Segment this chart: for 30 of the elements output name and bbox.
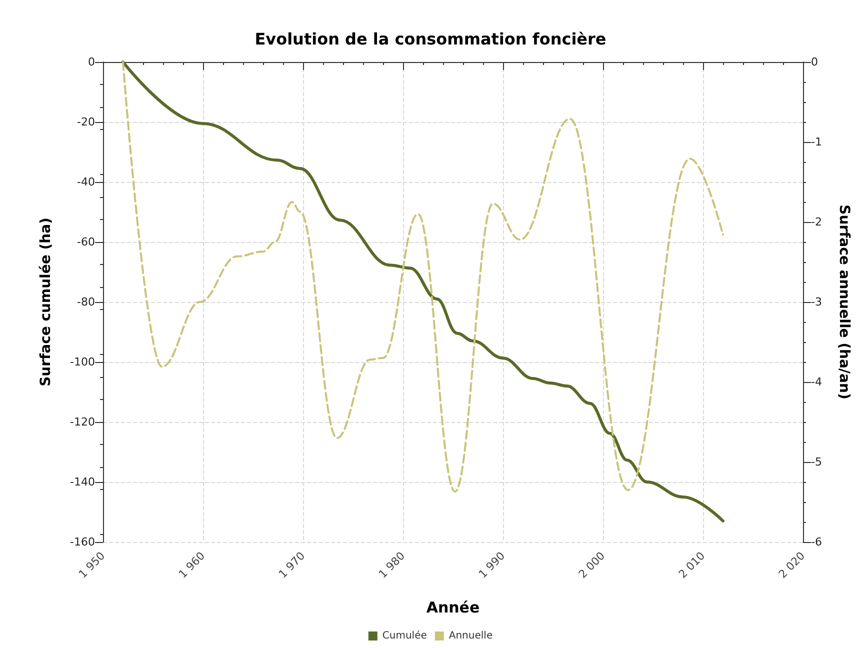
y2-tick-label: 0 xyxy=(811,56,818,68)
y-tick-label: -140 xyxy=(70,476,95,488)
x-tick-label: 2 000 xyxy=(576,549,608,581)
chart-title: Evolution de la consommation foncière xyxy=(254,30,606,48)
x-tick-label: 1 950 xyxy=(76,549,108,581)
y-tick-label: -100 xyxy=(70,356,95,368)
y-axis-title: Surface cumulée (ha) xyxy=(38,218,54,386)
x-axis-title: Année xyxy=(426,598,480,616)
y2-tick-label: -1 xyxy=(811,136,822,148)
x-tick-label: 2 010 xyxy=(676,549,708,581)
y2-tick-label: -3 xyxy=(811,296,822,308)
y2-tick-label: -2 xyxy=(811,216,822,228)
x-tick-label: 2 020 xyxy=(776,549,808,581)
y2-tick-label: -4 xyxy=(811,376,822,388)
y2-axis-title: Surface annuelle (ha/an) xyxy=(836,204,852,400)
x-tick-label: 1 990 xyxy=(476,549,508,581)
x-tick-label: 1 980 xyxy=(376,549,408,581)
legend-label: Cumulée xyxy=(382,630,427,642)
y-tick-label: -120 xyxy=(70,416,95,428)
x-tick-label: 1 970 xyxy=(276,549,308,581)
legend-label: Annuelle xyxy=(448,630,493,642)
y2-tick-label: -5 xyxy=(811,456,822,468)
y-tick-label: -80 xyxy=(77,296,95,308)
y-tick-label: -40 xyxy=(77,176,95,188)
y-tick-label: -160 xyxy=(70,536,95,548)
y2-tick-label: -6 xyxy=(811,536,822,548)
x-tick-label: 1 960 xyxy=(176,549,208,581)
y-tick-label: -60 xyxy=(77,236,95,248)
y-tick-label: -20 xyxy=(77,116,95,128)
y-tick-label: 0 xyxy=(88,56,95,68)
